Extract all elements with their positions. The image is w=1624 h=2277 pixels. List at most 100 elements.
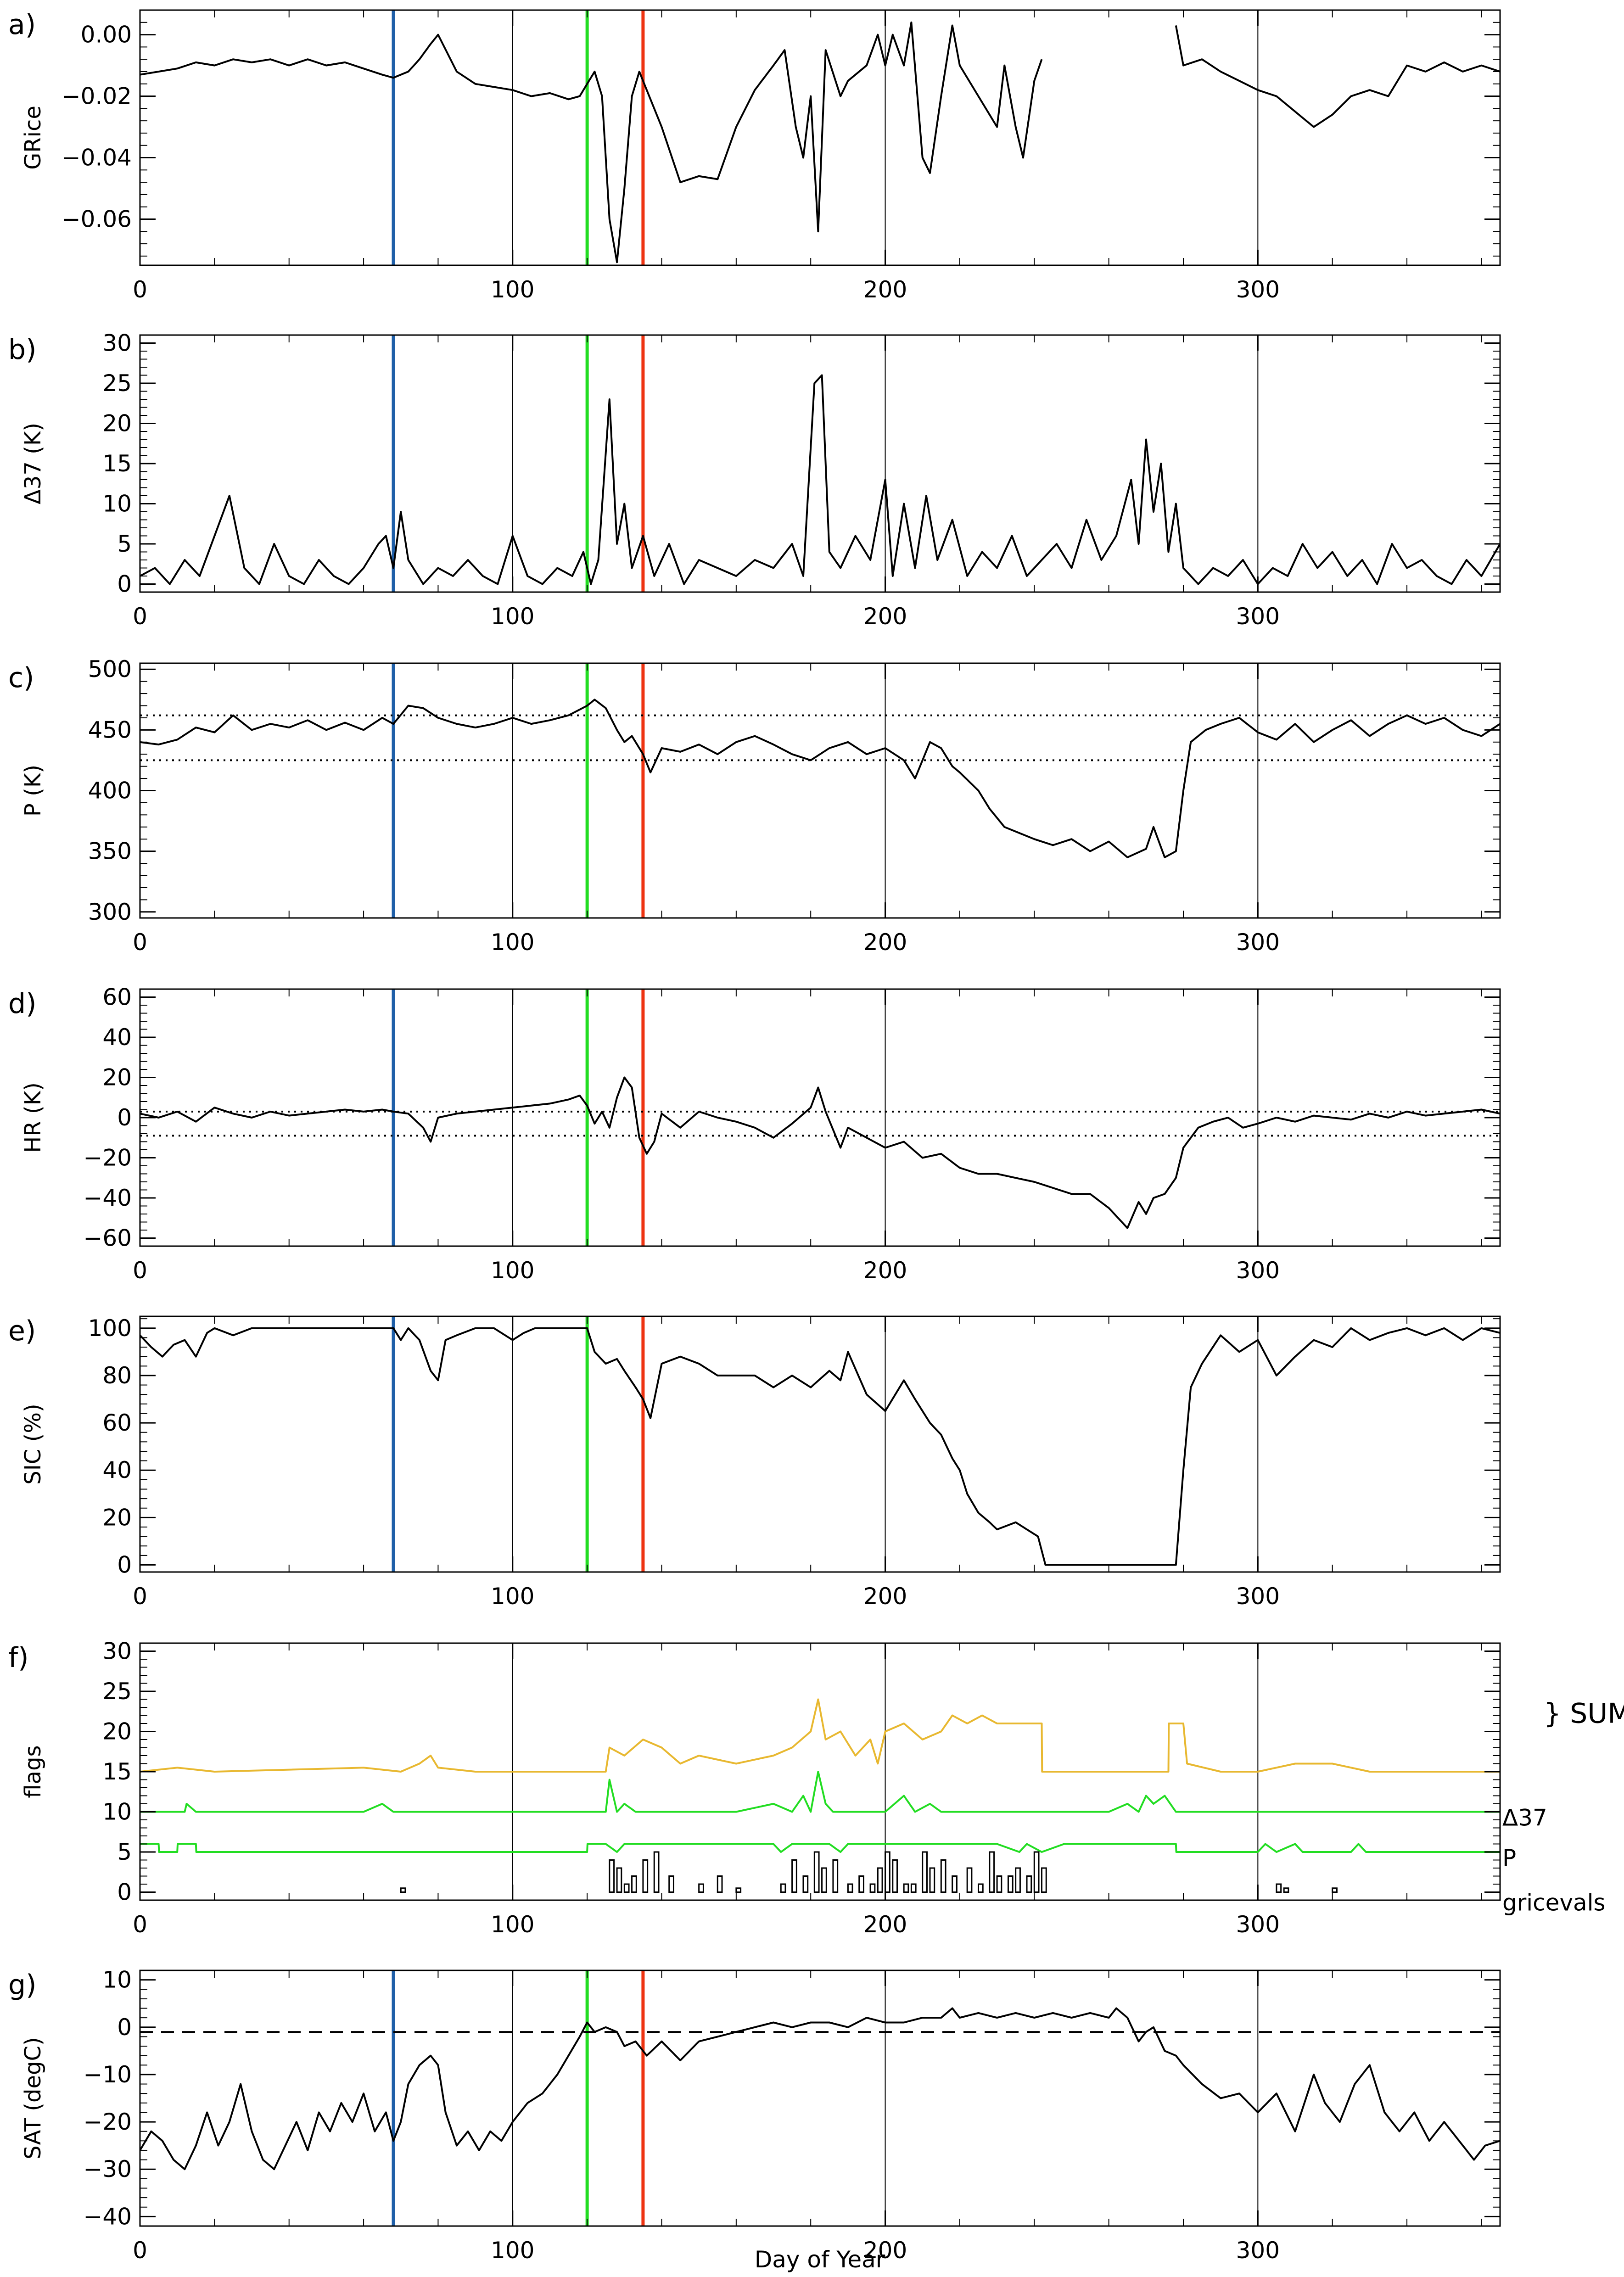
y-tick-label: 500 <box>88 656 132 683</box>
right-label: Δ37 <box>1502 1805 1547 1831</box>
bar <box>869 1883 876 1893</box>
y-tick-label: 10 <box>102 1799 132 1825</box>
series-line <box>140 1327 1500 1566</box>
plot-frame <box>139 988 1501 1247</box>
bar <box>631 1875 637 1893</box>
x-tick-label: 200 <box>863 2237 907 2264</box>
y-tick-label: −40 <box>83 1185 132 1211</box>
y-tick-label: 300 <box>88 899 132 925</box>
bar <box>400 1887 406 1893</box>
y-axis-label: P (K) <box>20 765 46 817</box>
right-label: gricevals <box>1502 1890 1606 1916</box>
y-tick-label: 5 <box>117 1839 132 1865</box>
y-tick-label: 10 <box>102 491 132 517</box>
bar <box>698 1883 704 1893</box>
plot-frame <box>139 662 1501 919</box>
bar <box>780 1883 786 1893</box>
bar <box>858 1875 864 1893</box>
x-tick-label: 100 <box>491 276 534 303</box>
x-axis-label: Day of Year <box>755 2246 885 2273</box>
y-axis-label: HR (K) <box>20 1082 46 1153</box>
bar <box>642 1859 649 1893</box>
bar <box>735 1887 742 1893</box>
y-axis-label: flags <box>20 1745 46 1798</box>
x-tick-label: 300 <box>1236 603 1280 630</box>
panel-a: 0.00 −0.02 −0.04 −0.06 0 100 200 300 a) GRice <box>8 9 1501 303</box>
panel-label: b) <box>8 334 37 366</box>
bar <box>791 1859 797 1893</box>
x-tick-label: 300 <box>1236 929 1280 956</box>
x-tick-label: 0 <box>133 276 147 303</box>
panel-label: f) <box>8 1642 29 1674</box>
bar <box>996 1875 1002 1893</box>
y-axis-label: SAT (degC) <box>20 2037 46 2159</box>
y-tick-label: 40 <box>102 1024 132 1051</box>
bar <box>885 1851 890 1893</box>
y-tick-label: −20 <box>83 2109 132 2135</box>
y-tick-label: 20 <box>102 1064 132 1091</box>
panels: 0.00−0.02−0.04−0.060 100 200 300a)GRice0510… <box>8 9 1624 2264</box>
bar <box>892 1859 898 1893</box>
plot-frame <box>139 1969 1501 2227</box>
bar <box>1332 1887 1338 1893</box>
panel-label: g) <box>8 1969 37 2001</box>
bar <box>653 1851 660 1893</box>
x-tick-label: 100 <box>491 929 534 956</box>
x-tick-label: 300 <box>1236 2237 1280 2264</box>
series-line <box>140 374 1500 585</box>
y-tick-label: 20 <box>102 410 132 437</box>
bar <box>940 1859 946 1893</box>
y-tick-label: 0 <box>117 1879 132 1906</box>
bar <box>952 1875 958 1893</box>
bar <box>1026 1875 1032 1893</box>
plot-frame <box>139 1315 1501 1573</box>
bar <box>978 1883 984 1893</box>
bar <box>922 1851 928 1893</box>
x-tick-label: 0 <box>133 929 147 956</box>
y-tick-label: 30 <box>102 1638 132 1665</box>
y-tick-label: 15 <box>102 1758 132 1785</box>
x-tick-label: 300 <box>1236 276 1280 303</box>
x-tick-label: 300 <box>1236 1257 1280 1284</box>
y-tick-label: −0.06 <box>62 206 132 233</box>
bar <box>1033 1851 1040 1893</box>
bar <box>910 1883 917 1893</box>
x-tick-label: 200 <box>863 1583 907 1610</box>
x-tick-label: 200 <box>863 929 907 956</box>
y-tick-label: 20 <box>102 1718 132 1745</box>
series-line <box>140 699 1500 858</box>
y-tick-label: 15 <box>102 450 132 477</box>
series-line <box>140 1076 1500 1229</box>
panel-label: c) <box>8 662 34 694</box>
y-tick-label: 60 <box>102 984 132 1011</box>
plot-frame <box>139 334 1501 593</box>
y-tick-label: −60 <box>83 1225 132 1252</box>
y-tick-label: 60 <box>102 1410 132 1436</box>
bar <box>1041 1867 1047 1893</box>
x-tick-label: 100 <box>491 603 534 630</box>
x-tick-label: 200 <box>863 276 907 303</box>
y-axis-label: SIC (%) <box>20 1404 46 1484</box>
y-axis-label: Δ37 (K) <box>20 423 46 504</box>
right-label: P <box>1502 1845 1516 1871</box>
bar <box>1283 1887 1289 1893</box>
y-tick-label: −30 <box>83 2156 132 2182</box>
y-axis-label: GRice <box>20 106 46 170</box>
series-line <box>140 2007 1500 2171</box>
y-tick-label: 0 <box>117 571 132 598</box>
bar <box>1007 1875 1014 1893</box>
x-tick-label: 300 <box>1236 1583 1280 1610</box>
panel-label: a) <box>8 9 36 41</box>
x-tick-label: 300 <box>1236 1911 1280 1938</box>
panel-c: 300 350 400 450 500 0 100 200 300 c) P (K) <box>8 656 1501 956</box>
bar <box>847 1883 853 1893</box>
bar <box>1015 1867 1021 1893</box>
bar <box>832 1859 839 1893</box>
y-tick-label: 400 <box>88 778 132 804</box>
y-tick-label: 450 <box>88 716 132 743</box>
plot-frame <box>139 9 1501 266</box>
x-tick-label: 0 <box>133 603 147 630</box>
